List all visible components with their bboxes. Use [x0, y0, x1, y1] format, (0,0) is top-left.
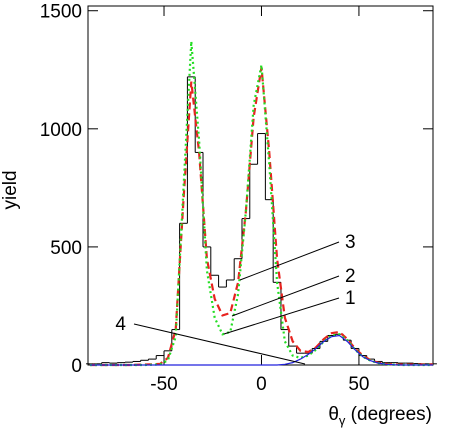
curve	[89, 41, 433, 367]
annotation: 1	[345, 288, 356, 309]
x-tick-label: -50	[150, 374, 177, 395]
x-label-symbol: θ	[328, 404, 339, 425]
curve	[89, 67, 433, 367]
y-tick-label: 0	[71, 356, 82, 377]
x-label-unit: (degrees)	[351, 404, 432, 425]
plot-frame	[87, 5, 434, 366]
y-axis-label: yield	[0, 170, 21, 209]
annotation-pointer	[133, 323, 306, 365]
annotation: 3	[345, 232, 356, 253]
annotation: 2	[345, 266, 356, 287]
y-tick-label: 1000	[40, 120, 82, 141]
curve	[89, 334, 433, 366]
x-axis-label: θγ (degrees)	[328, 404, 432, 428]
annotation-pointer	[239, 241, 340, 281]
x-label-sub: γ	[339, 413, 346, 428]
annotation: 4	[115, 314, 126, 335]
y-tick-label: 500	[50, 238, 82, 259]
annotation-pointer	[223, 297, 340, 335]
x-tick-label: 50	[348, 374, 369, 395]
annotation-pointer	[231, 275, 340, 317]
y-tick-label: 1500	[40, 2, 82, 23]
x-tick-label: 0	[256, 374, 267, 395]
